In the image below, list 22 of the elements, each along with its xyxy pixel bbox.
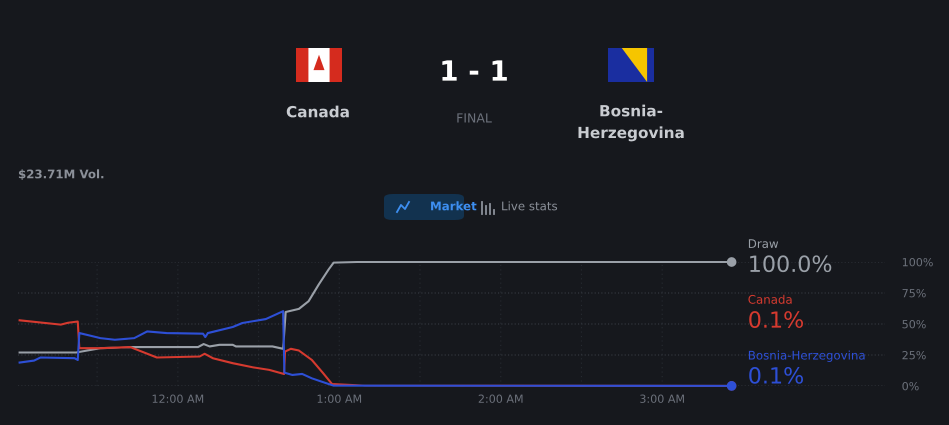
y-tick-label: 100% [902,258,933,266]
x-tick-label: 2:00 AM [478,394,522,403]
data-label: 100.0% [750,255,832,272]
data-label: 0.1% [749,311,803,328]
text: $23.71M Vol. [18,169,104,180]
text: Bosnia- Herzegovina [578,104,684,142]
x-tick-label: 3:00 AM [640,394,684,403]
y-tick-label: 25% [902,350,926,360]
text: Live stats [502,201,558,210]
text: Canada [286,106,349,118]
series-label: Draw [748,239,778,248]
text: Market [431,201,476,210]
text: FINAL [457,113,492,122]
data-label: 0.1% [749,366,803,384]
x-tick-label: 1:00 AM [318,394,362,403]
x-tick-label: 12:00 AM [152,394,204,403]
y-tick-label: 50% [902,320,926,328]
y-tick-label: 75% [902,288,926,298]
text: Canada [748,294,792,304]
text: 1 - 1 [442,60,507,81]
y-tick-label: 0% [902,382,919,390]
text: Bosnia-Herzegovina [748,350,865,362]
